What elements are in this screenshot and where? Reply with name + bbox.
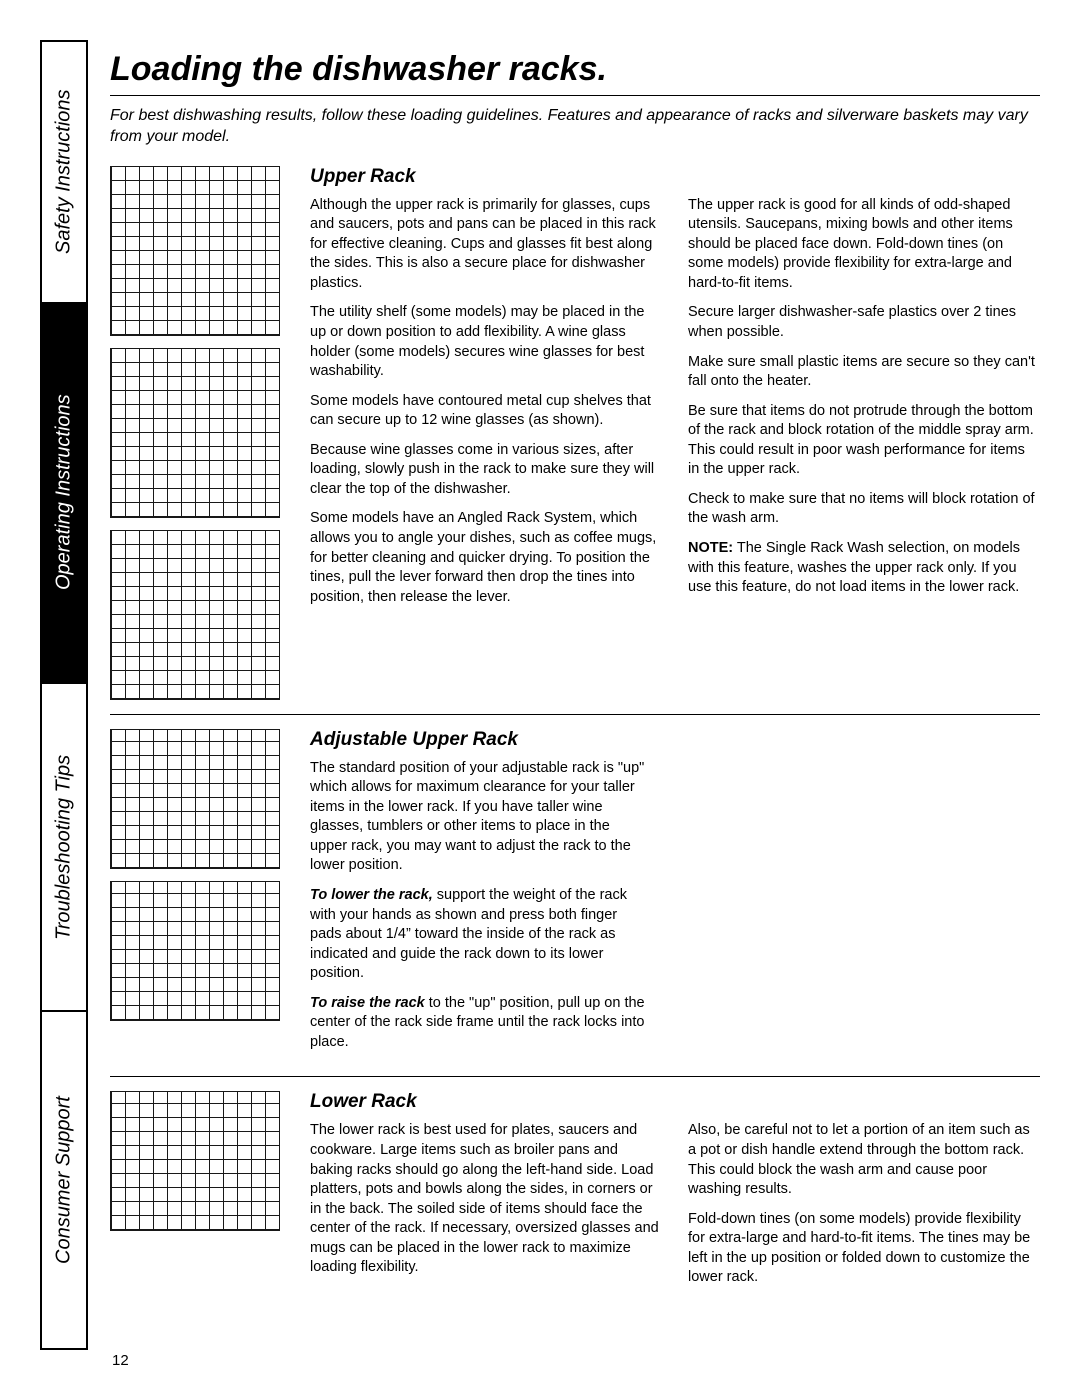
tab-troubleshooting-tips[interactable]: Troubleshooting Tips bbox=[42, 682, 86, 1012]
adjustable-heading: Adjustable Upper Rack bbox=[310, 729, 1040, 751]
body-text: To raise the rack to the "up" position, … bbox=[310, 994, 650, 1053]
intro-text: For best dishwashing results, follow the… bbox=[110, 106, 1040, 148]
tab-safety-instructions[interactable]: Safety Instructions bbox=[42, 42, 86, 302]
lower-rack-body: The lower rack is best used for plates, … bbox=[310, 1121, 1040, 1293]
adjustable-rack-illustration-1 bbox=[110, 729, 280, 869]
lower-rack-label: To lower the rack, bbox=[310, 887, 433, 903]
section-divider bbox=[110, 1076, 1040, 1077]
text-column: Lower Rack The lower rack is best used f… bbox=[310, 1091, 1040, 1293]
body-text: The upper rack is good for all kinds of … bbox=[688, 196, 1040, 294]
lower-rack-heading: Lower Rack bbox=[310, 1091, 1040, 1113]
tab-consumer-support[interactable]: Consumer Support bbox=[42, 1012, 86, 1348]
page-number: 12 bbox=[112, 1352, 129, 1369]
body-text: The utility shelf (some models) may be p… bbox=[310, 303, 662, 381]
body-text: Make sure small plastic items are secure… bbox=[688, 353, 1040, 392]
section-adjustable-upper-rack: Adjustable Upper Rack The standard posit… bbox=[110, 729, 1040, 1063]
lower-rack-illustration bbox=[110, 1091, 280, 1231]
body-text: Some models have an Angled Rack System, … bbox=[310, 509, 662, 607]
section-upper-rack: Upper Rack Although the upper rack is pr… bbox=[110, 166, 1040, 700]
section-divider bbox=[110, 714, 1040, 715]
upper-rack-illustration-1 bbox=[110, 166, 280, 336]
upper-rack-heading: Upper Rack bbox=[310, 166, 1040, 188]
body-text: The lower rack is best used for plates, … bbox=[310, 1121, 662, 1278]
body-text: Be sure that items do not protrude throu… bbox=[688, 402, 1040, 480]
body-text: NOTE: The Single Rack Wash selection, on… bbox=[688, 539, 1040, 598]
body-text: Some models have contoured metal cup she… bbox=[310, 392, 662, 431]
adjustable-rack-illustration-2 bbox=[110, 881, 280, 1021]
title-rule bbox=[110, 95, 1040, 96]
raise-rack-label: To raise the rack bbox=[310, 995, 425, 1011]
illustration-column bbox=[110, 729, 290, 1063]
sidebar-tabs: Safety Instructions Operating Instructio… bbox=[40, 40, 88, 1350]
body-text: Check to make sure that no items will bl… bbox=[688, 490, 1040, 529]
text-column: Upper Rack Although the upper rack is pr… bbox=[310, 166, 1040, 700]
upper-rack-illustration-2 bbox=[110, 348, 280, 518]
tab-operating-instructions[interactable]: Operating Instructions bbox=[42, 302, 86, 682]
note-label: NOTE: bbox=[688, 540, 733, 556]
section-lower-rack: Lower Rack The lower rack is best used f… bbox=[110, 1091, 1040, 1293]
body-text: Secure larger dishwasher-safe plastics o… bbox=[688, 303, 1040, 342]
page-title: Loading the dishwasher racks. bbox=[110, 50, 1040, 89]
body-text: To lower the rack, support the weight of… bbox=[310, 886, 650, 984]
illustration-column bbox=[110, 166, 290, 700]
illustration-column bbox=[110, 1091, 290, 1293]
note-text: The Single Rack Wash selection, on model… bbox=[688, 540, 1020, 595]
body-text: Because wine glasses come in various siz… bbox=[310, 441, 662, 500]
text-column: Adjustable Upper Rack The standard posit… bbox=[310, 729, 1040, 1063]
body-text: Also, be careful not to let a portion of… bbox=[688, 1121, 1040, 1199]
body-text: Although the upper rack is primarily for… bbox=[310, 196, 662, 294]
page-content: Loading the dishwasher racks. For best d… bbox=[110, 50, 1040, 1307]
body-text: Fold-down tines (on some models) provide… bbox=[688, 1210, 1040, 1288]
upper-rack-illustration-3 bbox=[110, 530, 280, 700]
upper-rack-body: Although the upper rack is primarily for… bbox=[310, 196, 1040, 613]
body-text: The standard position of your adjustable… bbox=[310, 759, 650, 876]
